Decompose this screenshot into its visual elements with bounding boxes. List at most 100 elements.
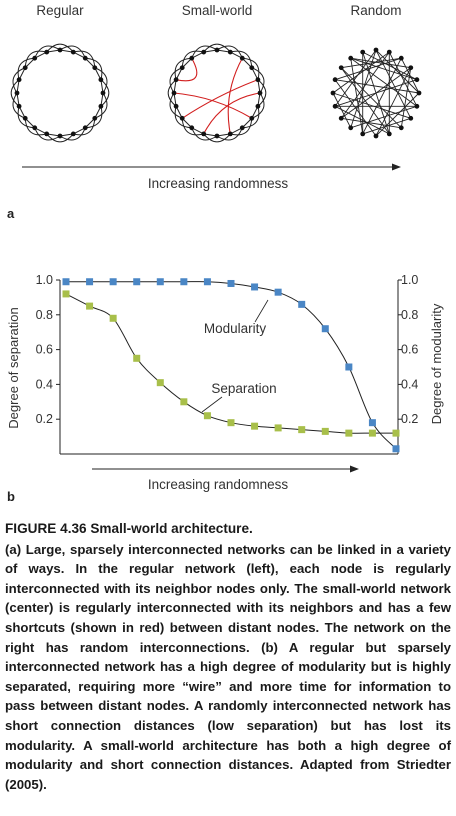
network-node	[16, 77, 22, 83]
network-node	[32, 55, 38, 61]
network-edge	[59, 127, 86, 141]
network-edge	[334, 105, 390, 135]
network-edge	[251, 67, 265, 94]
network-node	[171, 90, 177, 96]
network-node	[201, 49, 207, 55]
network-node	[189, 125, 195, 131]
network-node	[227, 49, 233, 55]
data-point	[203, 278, 211, 286]
network-edge	[24, 50, 47, 68]
panel-b: 1.0 0.8 0.6 0.4 0.2 1.0 0.8 0.6 0.4 0.2 Degree of…	[6, 273, 444, 504]
network-node	[255, 103, 261, 109]
data-point	[86, 302, 94, 310]
data-point	[180, 398, 188, 406]
network-node	[70, 49, 76, 55]
network-node	[386, 49, 392, 55]
network-node	[386, 131, 392, 137]
axis-label-b: Increasing randomness	[148, 477, 289, 492]
network-edge	[230, 118, 253, 136]
data-point	[345, 363, 353, 371]
shortcut-edge	[181, 79, 259, 119]
network-edge	[73, 118, 96, 136]
network-node	[373, 47, 379, 53]
network-edge	[191, 127, 218, 141]
network-edge	[59, 45, 86, 59]
figure-caption: FIGURE 4.36 Small-world architecture. (a…	[5, 519, 451, 794]
network-node	[173, 103, 179, 109]
network-edge	[334, 49, 377, 107]
network-node	[249, 115, 255, 121]
panel-label-b: b	[7, 489, 15, 504]
network-edge	[174, 57, 192, 80]
data-point	[227, 279, 235, 287]
axis-ticks: 1.0 0.8 0.6 0.4 0.2 1.0 0.8 0.6 0.4 0.2	[36, 273, 419, 426]
network-edge	[181, 118, 204, 136]
data-point	[274, 288, 282, 296]
data-point	[156, 278, 164, 286]
network-edge	[46, 133, 74, 143]
network-node	[408, 115, 414, 121]
network-edge	[174, 106, 192, 129]
data-point	[392, 445, 400, 453]
network-node	[44, 49, 50, 55]
shortcut-edge	[227, 57, 243, 134]
network-edge	[181, 50, 204, 68]
network-node	[32, 125, 38, 131]
network-node	[57, 133, 63, 139]
network-node	[348, 55, 354, 61]
network-edge	[94, 92, 108, 119]
y-tick-label: 0.2	[36, 412, 53, 426]
network-node	[201, 131, 207, 137]
network-edge	[24, 118, 47, 136]
network-edge	[362, 117, 411, 135]
network-node	[16, 103, 22, 109]
network-edge	[388, 51, 418, 107]
network-node	[416, 90, 422, 96]
network-edge	[332, 51, 390, 94]
network-node	[330, 90, 336, 96]
network-node	[257, 90, 263, 96]
y-tick-label: 0.6	[36, 343, 53, 357]
network-node	[398, 55, 404, 61]
network-edge	[340, 67, 402, 129]
network-node	[360, 49, 366, 55]
network-edge	[100, 79, 110, 107]
network-edge	[341, 57, 402, 69]
network-edge	[230, 50, 253, 68]
series-label-modularity: Modularity	[204, 321, 267, 336]
data-point	[109, 314, 117, 322]
network-edge	[216, 45, 243, 59]
data-point	[133, 278, 141, 286]
network-node	[239, 125, 245, 131]
data-point	[62, 278, 70, 286]
network-node	[214, 47, 220, 53]
right-tick-label: 0.6	[401, 343, 418, 357]
data-point	[321, 325, 329, 333]
right-tick-label: 0.2	[401, 412, 418, 426]
network-edge	[332, 92, 411, 119]
right-tick-label: 0.4	[401, 377, 418, 391]
network-edge	[191, 45, 218, 59]
regular-network-diagram	[10, 43, 110, 143]
network-edge	[34, 127, 61, 141]
caption-title: FIGURE 4.36 Small-world architecture.	[5, 521, 253, 536]
data-point	[203, 412, 211, 420]
network-edge	[362, 58, 402, 135]
network-node	[92, 65, 98, 71]
network-edge	[242, 106, 260, 129]
network-edge	[362, 51, 418, 81]
network-node	[239, 55, 245, 61]
network-node	[189, 55, 195, 61]
network-node	[14, 90, 20, 96]
network-node	[338, 65, 344, 71]
network-edge	[340, 67, 390, 135]
network-node	[408, 65, 414, 71]
random-network-diagram	[330, 47, 422, 139]
network-edge	[167, 79, 177, 107]
network-edge	[334, 79, 377, 137]
shortcut-edge	[173, 92, 253, 119]
data-point	[180, 278, 188, 286]
y-tick-label: 0.4	[36, 377, 53, 391]
network-node	[414, 103, 420, 109]
network-node	[173, 77, 179, 83]
